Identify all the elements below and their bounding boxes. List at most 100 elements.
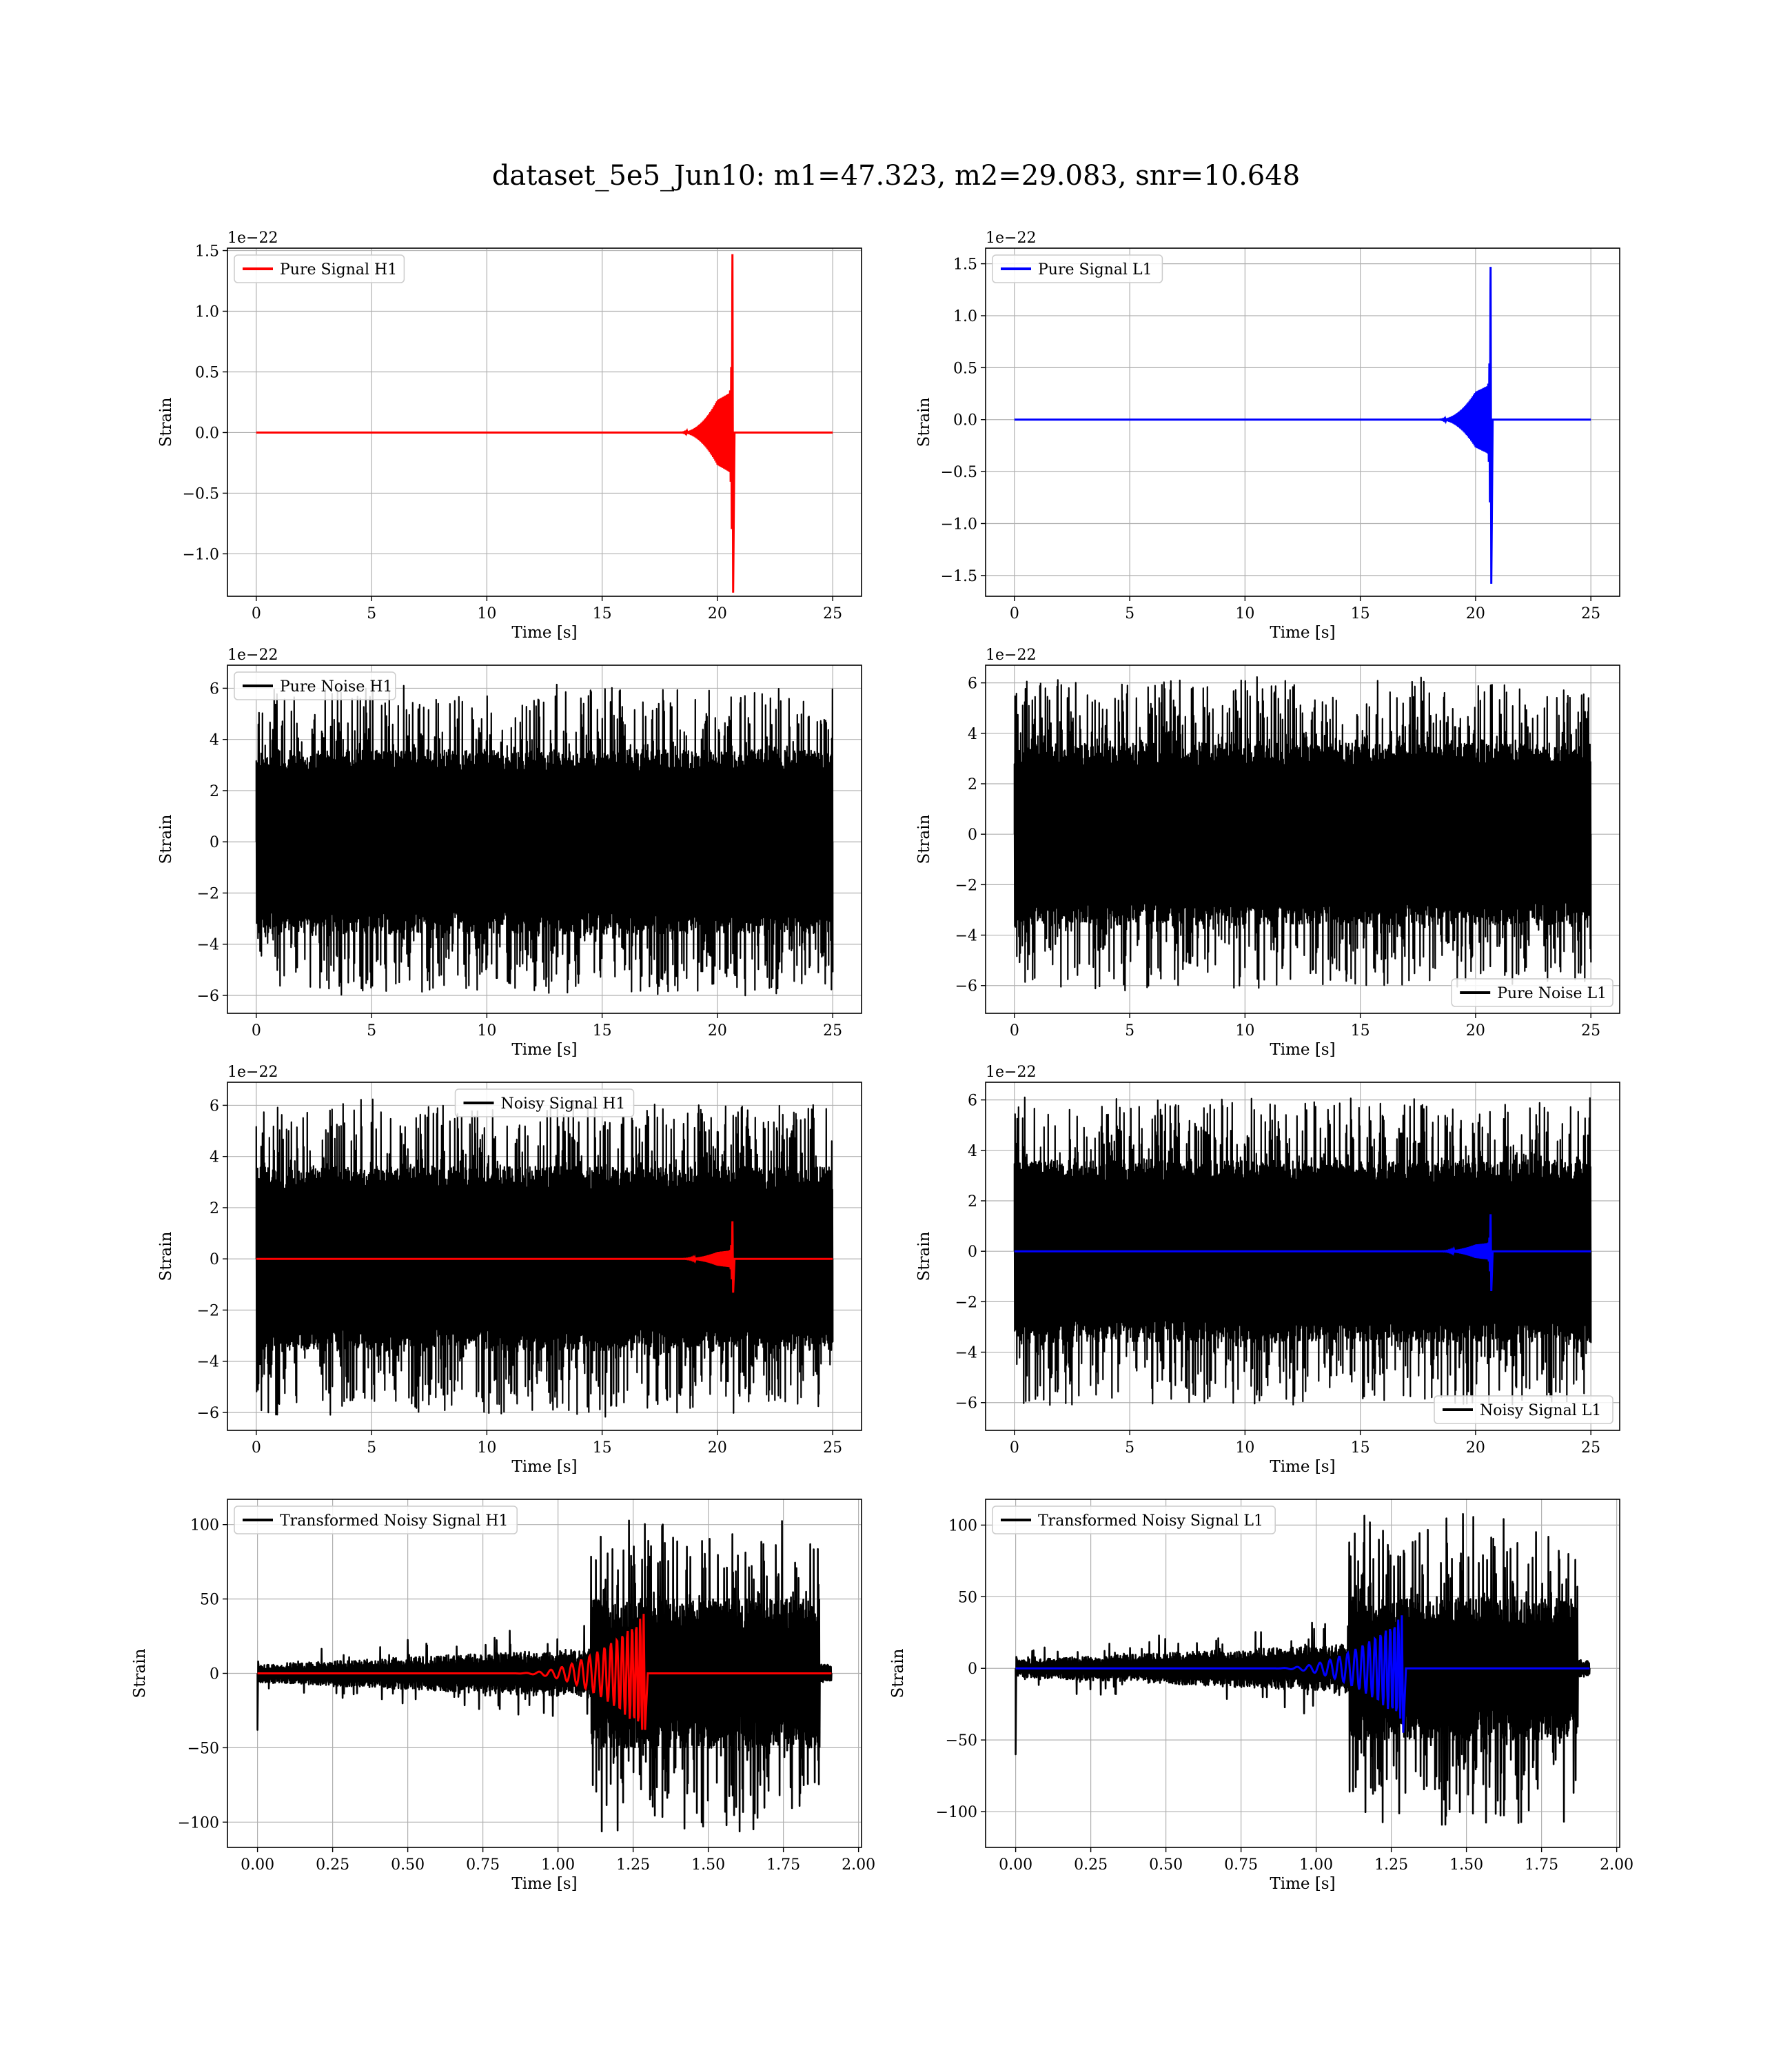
y-tick-label: −2 <box>197 1302 219 1319</box>
legend: Pure Signal L1 <box>992 254 1163 283</box>
x-tick-label: 1.25 <box>616 1856 650 1874</box>
x-tick-label: 15 <box>593 1022 612 1040</box>
chirp-signal-line <box>1014 267 1591 584</box>
y-tick-label: −1.5 <box>941 568 977 585</box>
x-tick-label: 0 <box>252 1439 261 1457</box>
y-offset-label: 1e−22 <box>227 230 278 247</box>
y-tick-label: −2 <box>955 877 977 894</box>
y-tick-label: 6 <box>210 1097 219 1115</box>
y-tick-label: −50 <box>946 1732 977 1750</box>
legend-label: Pure Noise L1 <box>1497 985 1607 1002</box>
legend-box <box>234 1506 518 1534</box>
x-tick-label: 10 <box>477 1022 496 1040</box>
x-tick-label: 15 <box>1351 605 1370 622</box>
data-area <box>1013 676 1592 991</box>
data-area <box>1015 1513 1591 1826</box>
y-tick-label: 4 <box>968 1143 977 1160</box>
legend: Transformed Noisy Signal H1 <box>234 1506 518 1534</box>
y-axis-label: Strain <box>915 814 933 864</box>
data-area <box>256 254 833 593</box>
chirp-signal-line <box>1014 1214 1591 1292</box>
legend-box <box>1451 978 1613 1007</box>
y-tick-label: 2 <box>968 1193 977 1210</box>
x-tick-label: 1.00 <box>541 1856 575 1874</box>
y-tick-label: 4 <box>968 726 977 743</box>
x-tick-label: 0 <box>252 605 261 622</box>
legend: Noisy Signal H1 <box>454 1088 635 1117</box>
figure-title: dataset_5e5_Jun10: m1=47.323, m2=29.083,… <box>492 160 1300 192</box>
y-tick-label: 0.0 <box>953 412 977 429</box>
x-tick-label: 5 <box>367 1439 376 1457</box>
x-tick-label: 15 <box>1351 1439 1370 1457</box>
y-tick-label: 100 <box>948 1517 977 1534</box>
y-tick-label: −4 <box>955 1345 977 1362</box>
y-tick-label: −6 <box>197 1405 219 1422</box>
y-tick-label: −2 <box>197 885 219 902</box>
data-area <box>256 1519 833 1833</box>
x-tick-label: 10 <box>477 605 496 622</box>
chirp-signal-line <box>1015 1615 1590 1733</box>
subplot-noisy-signal-h1: 0 5 10 15 20 25 −6 −4 −2 0 2 4 6 Time [s] Strain 1e−22 N… <box>157 1064 862 1476</box>
y-tick-label: 0 <box>210 834 219 851</box>
subplot-transformed-h1: 0.00 0.25 0.50 0.75 1.00 1.25 1.50 1.75 2.00 −100… <box>131 1499 875 1893</box>
x-tick-label: 0.75 <box>1224 1856 1258 1874</box>
y-tick-label: −6 <box>955 1395 977 1412</box>
x-tick-label: 25 <box>823 605 842 622</box>
axes-frame <box>227 247 862 597</box>
y-offset-label: 1e−22 <box>986 647 1036 664</box>
x-tick-label: 1.75 <box>1525 1856 1558 1874</box>
x-tick-label: 2.00 <box>842 1856 875 1874</box>
y-tick-label: −100 <box>936 1804 977 1821</box>
legend-label: Transformed Noisy Signal H1 <box>280 1512 509 1530</box>
series-line-pure-noise-h1 <box>255 683 834 997</box>
y-tick-label: −4 <box>197 1354 219 1371</box>
y-axis-label: Strain <box>915 1231 933 1281</box>
axes-frame <box>227 1082 862 1431</box>
subplot-pure-noise-h1: 0 5 10 15 20 25 −6 −4 −2 0 2 4 6 Time [s] Strain 1e−22P… <box>157 647 862 1059</box>
x-tick-label: 5 <box>367 1022 376 1040</box>
x-tick-label: 5 <box>1125 1439 1134 1457</box>
axes-frame <box>985 1082 1620 1431</box>
x-tick-label: 0.00 <box>999 1856 1032 1874</box>
y-axis-label: Strain <box>131 1648 149 1698</box>
y-tick-label: 2 <box>968 776 977 793</box>
y-tick-label: −1.0 <box>183 546 219 563</box>
subplot-pure-noise-l1: 0 5 10 15 20 25 −6 −4 −2 0 2 4 6 Time [s] Strain 1e−22 P… <box>915 647 1620 1059</box>
x-tick-label: 25 <box>823 1022 842 1040</box>
x-tick-label: 5 <box>1125 605 1134 622</box>
y-tick-label: 50 <box>958 1589 977 1606</box>
y-tick-label: 0 <box>210 1251 219 1268</box>
x-tick-label: 20 <box>1466 605 1485 622</box>
legend-box <box>454 1088 635 1117</box>
x-tick-label: 0.75 <box>466 1856 500 1874</box>
y-tick-label: −2 <box>955 1294 977 1311</box>
legend-box <box>992 254 1163 283</box>
x-tick-label: 0.25 <box>316 1856 349 1874</box>
subplot-pure-signal-h1: 0 5 10 15 20 25 −1.0 −0.5 0.0 0.5 1.0 1.5 Time [s] St… <box>157 230 862 642</box>
x-tick-label: 2.00 <box>1600 1856 1633 1874</box>
x-axis-label: Time [s] <box>1270 1875 1335 1893</box>
y-axis-label: Strain <box>915 397 933 447</box>
subplot-noisy-signal-l1: 0 5 10 15 20 25 −6 −4 −2 0 2 4 6 Time [s] Strain 1e−22 N… <box>915 1064 1620 1476</box>
y-tick-label: −6 <box>955 978 977 995</box>
x-tick-label: 0 <box>252 1022 261 1040</box>
x-tick-label: 20 <box>708 1439 727 1457</box>
y-offset-label: 1e−22 <box>986 230 1036 247</box>
legend-label: Pure Signal H1 <box>280 261 397 278</box>
y-tick-label: 6 <box>210 680 219 698</box>
y-tick-label: 4 <box>210 732 219 749</box>
y-tick-label: 0 <box>210 1666 219 1683</box>
y-tick-label: 0 <box>968 1661 977 1678</box>
x-tick-label: 25 <box>1581 605 1600 622</box>
y-tick-label: 2 <box>210 783 219 800</box>
y-tick-label: −1.0 <box>941 516 977 533</box>
x-tick-label: 15 <box>593 605 612 622</box>
y-tick-label: −6 <box>197 988 219 1005</box>
x-tick-label: 5 <box>367 605 376 622</box>
x-tick-label: 1.00 <box>1299 1856 1333 1874</box>
y-tick-label: 0 <box>968 1244 977 1261</box>
series-line-transformed-noisy-signal-l1 <box>1015 1513 1591 1826</box>
axes-frame <box>985 1499 1620 1848</box>
data-area <box>1013 1096 1592 1406</box>
legend-box <box>1434 1395 1613 1424</box>
